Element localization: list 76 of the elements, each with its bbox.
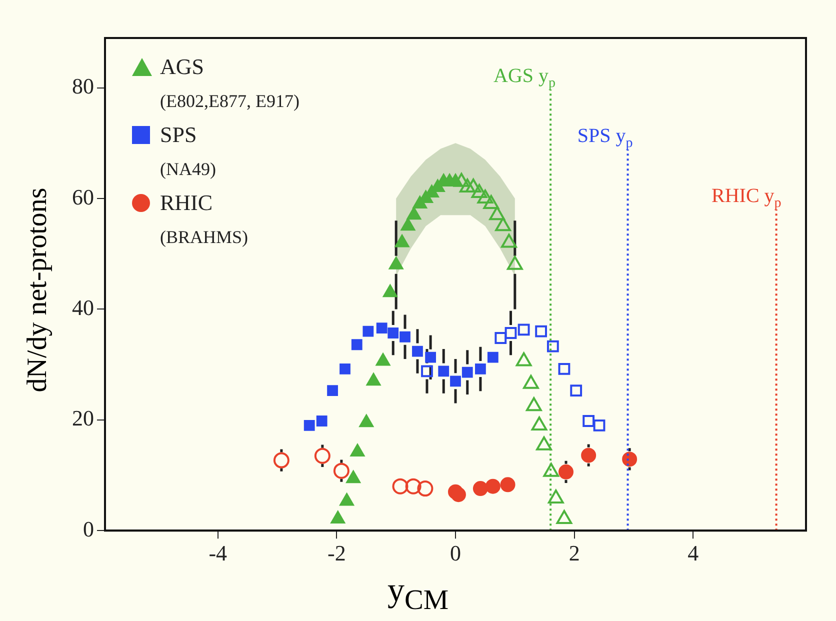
y-tick-label: 60	[72, 184, 94, 210]
legend-label: SPS	[160, 122, 197, 148]
point	[314, 448, 330, 464]
point	[450, 376, 461, 387]
y-axis-title: dN/dy net-protons	[22, 188, 54, 392]
point	[421, 365, 433, 378]
point	[412, 346, 423, 357]
point	[425, 352, 436, 363]
point	[304, 420, 315, 431]
point	[558, 464, 574, 480]
x-tick-label: 0	[450, 540, 461, 566]
y-tick-label: 80	[72, 74, 94, 99]
point	[394, 234, 410, 248]
point	[392, 478, 408, 494]
point	[462, 366, 473, 378]
point	[450, 487, 466, 502]
point	[494, 332, 507, 344]
point	[495, 217, 511, 232]
point	[382, 284, 398, 298]
point	[472, 481, 488, 496]
point	[518, 324, 530, 336]
point	[333, 462, 350, 479]
point	[500, 477, 516, 492]
point	[376, 352, 390, 366]
annotation: (E802,E877, E917)	[159, 90, 300, 113]
point	[501, 234, 517, 248]
point	[327, 385, 338, 396]
legend-label: RHIC	[160, 190, 213, 216]
point	[388, 328, 399, 338]
point	[340, 364, 350, 374]
point	[483, 195, 500, 210]
point	[406, 206, 422, 220]
point	[546, 340, 559, 352]
point	[400, 218, 416, 231]
point	[417, 480, 434, 497]
point	[570, 384, 582, 397]
point	[506, 256, 523, 270]
legend-label: AGS	[160, 54, 204, 80]
point	[438, 366, 450, 377]
x-axis-title: y$_{CM}$	[386, 572, 450, 617]
point	[448, 173, 463, 186]
point	[316, 416, 328, 426]
point	[454, 172, 470, 187]
point	[622, 452, 638, 467]
annotation: (BRAHMS)	[159, 226, 250, 249]
point	[558, 363, 570, 375]
point	[593, 419, 606, 432]
point	[273, 452, 290, 468]
point	[400, 331, 410, 342]
point	[465, 178, 482, 192]
y-tick-label: 20	[72, 406, 94, 431]
point	[477, 190, 494, 204]
y-tick-label: 40	[72, 294, 94, 320]
point	[459, 178, 476, 192]
point	[471, 184, 488, 198]
annotation: (NA49)	[159, 158, 217, 181]
point	[388, 256, 404, 270]
point	[351, 339, 362, 350]
point	[516, 352, 532, 366]
point	[475, 364, 486, 374]
point	[581, 448, 596, 463]
x-tick-label: 4	[688, 540, 699, 566]
point	[487, 352, 498, 363]
x-tick-label: -4	[208, 540, 228, 566]
point	[405, 478, 422, 494]
point	[485, 478, 500, 494]
point	[535, 325, 547, 338]
point	[504, 327, 517, 339]
point	[362, 326, 374, 337]
point	[582, 415, 595, 427]
y-tick-label: 0	[83, 516, 94, 542]
x-tick-label: 2	[568, 540, 580, 566]
x-tick-label: -2	[328, 540, 346, 566]
point	[366, 372, 381, 386]
point	[376, 322, 388, 334]
point	[489, 206, 506, 220]
